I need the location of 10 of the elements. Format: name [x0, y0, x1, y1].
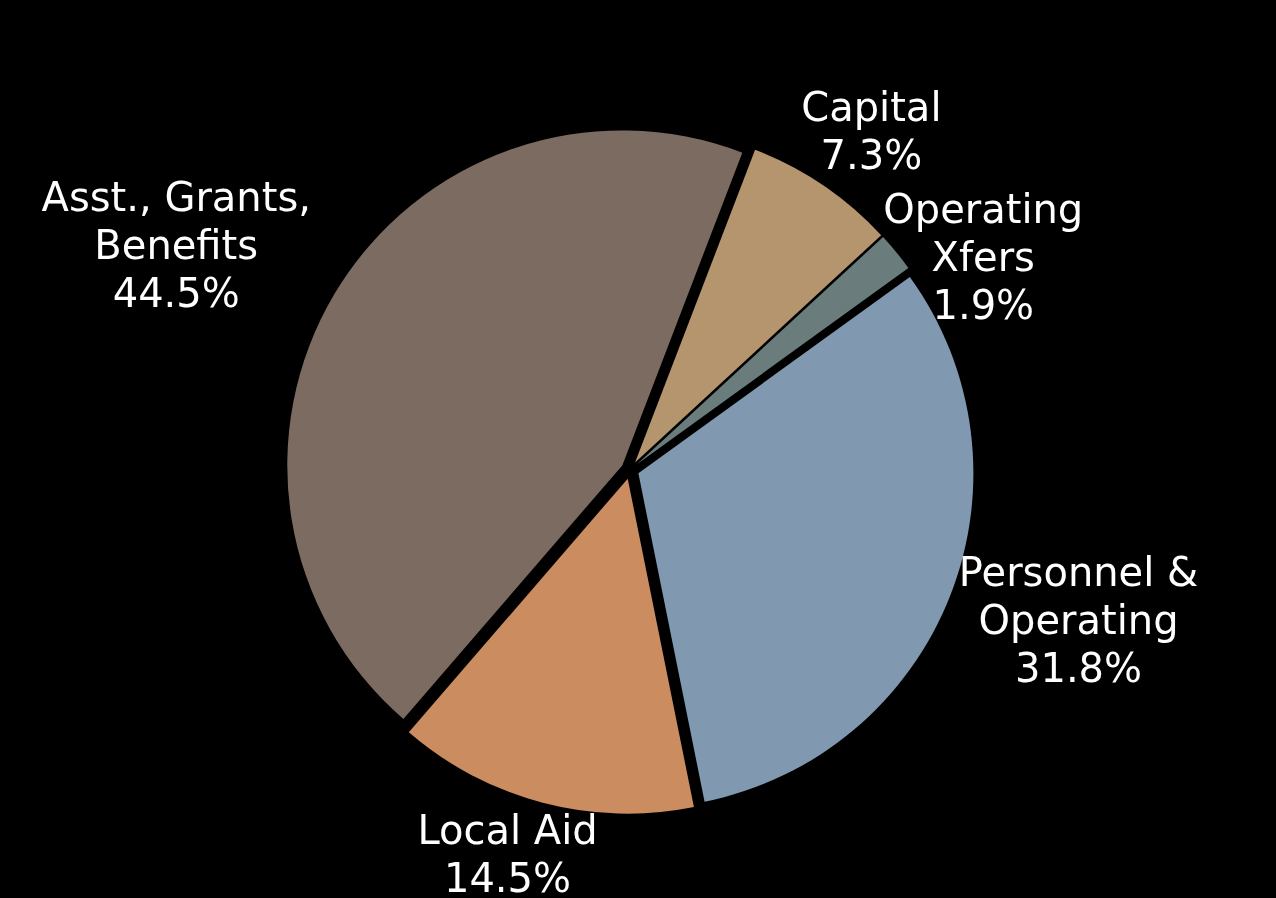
data-label: 14.5% [443, 855, 572, 898]
slice-label: Asst., Grants, Benefits [41, 174, 311, 269]
data-label: 7.3% [820, 131, 923, 178]
data-label: 1.9% [932, 281, 1035, 328]
slice-label: Capital [801, 83, 942, 130]
data-label: 31.8% [1015, 644, 1143, 691]
data-label: 44.5% [112, 270, 240, 317]
slice-label: Personnel & Operating [958, 548, 1199, 643]
slice-label: Local Aid [417, 807, 598, 854]
slice-label: Operating Xfers [883, 185, 1084, 280]
